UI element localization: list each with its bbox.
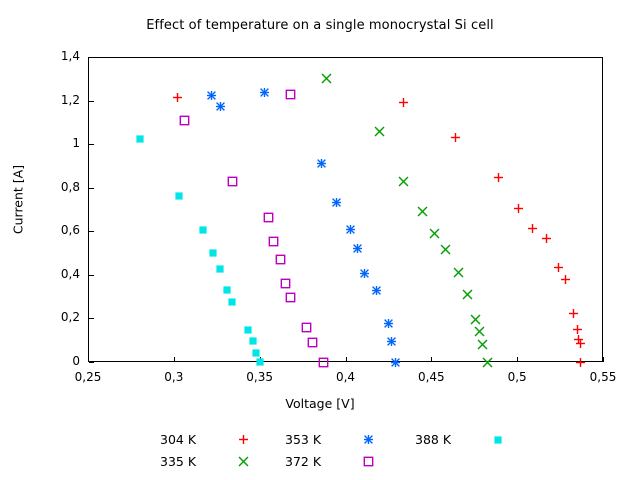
y-axis-label: Current [A]: [10, 164, 26, 235]
legend-star-icon: [363, 430, 387, 450]
y-tick-label: 1,2: [60, 92, 80, 107]
y-tick-label: 0,4: [60, 266, 80, 281]
y-tick: [89, 57, 94, 58]
legend-label: 372 K: [285, 454, 322, 469]
x-tick-label: 0,55: [589, 370, 617, 384]
chart-title: Effect of temperature on a single monocr…: [146, 18, 494, 33]
y-tick-label: 0,6: [60, 223, 80, 238]
legend-label: 335 K: [160, 454, 197, 469]
legend-label: 304 K: [160, 432, 197, 447]
x-tick: [88, 357, 89, 362]
x-tick: [259, 357, 261, 362]
y-tick: [89, 144, 94, 146]
legend-cross-icon: [238, 452, 262, 472]
x-tick-label: 0,35: [246, 370, 274, 384]
y-tick: [89, 100, 94, 102]
x-tick: [603, 357, 604, 362]
x-tick-label: 0,45: [417, 370, 445, 384]
legend-row: 335 K 372 K: [0, 452, 640, 473]
y-tick: [89, 362, 94, 363]
y-tick-label: 0: [72, 354, 80, 368]
y-tick: [89, 187, 94, 189]
x-tick-label: 0,4: [335, 370, 356, 384]
y-tick-label: 1: [72, 136, 80, 151]
legend-label: 388 K: [415, 432, 452, 447]
x-tick: [345, 357, 347, 362]
legend-open-square-icon: [363, 452, 387, 472]
legend-label: 353 K: [285, 432, 322, 447]
y-tick-label: 1,4: [60, 49, 80, 63]
x-tick-label: 0,5: [507, 370, 527, 384]
chart-legend: 304 K 353 K 388 K 335 K 372 K: [0, 430, 640, 476]
y-tick: [89, 274, 94, 276]
y-tick: [89, 231, 94, 233]
y-tick-label: 0,2: [60, 310, 80, 325]
x-tick: [431, 357, 433, 362]
x-axis-label: Voltage [V]: [285, 396, 355, 411]
x-tick: [173, 357, 175, 362]
legend-row: 304 K 353 K 388 K: [0, 430, 640, 451]
plot-area: [88, 57, 603, 362]
legend-plus-icon: [238, 430, 262, 450]
legend-filled-square-icon: [493, 430, 517, 450]
x-tick-label: 0,3: [164, 370, 184, 384]
y-tick-label: 0,8: [60, 179, 80, 194]
x-tick: [517, 357, 519, 362]
x-tick-label: 0,25: [74, 370, 102, 384]
y-tick: [89, 318, 94, 320]
